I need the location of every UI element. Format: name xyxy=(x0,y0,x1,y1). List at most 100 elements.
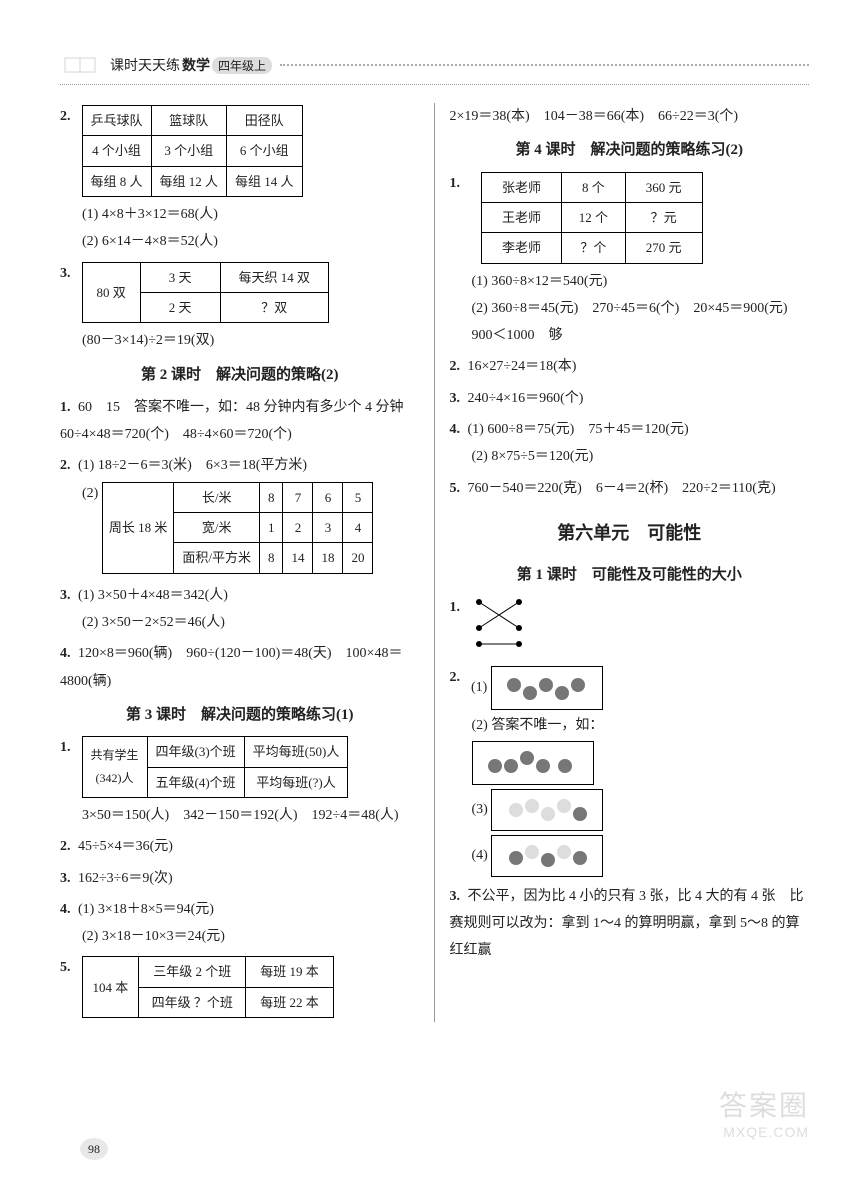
s2q2: 2.(1) 18÷2－6＝3(米) 6×3＝18(平方米) (2) 周长 18 … xyxy=(60,452,420,577)
cell: 田径队 xyxy=(227,106,303,136)
cell: 张老师 xyxy=(482,172,562,202)
u6q1: 1. xyxy=(450,594,810,659)
page-header: 课时天天练 数学 四年级上 xyxy=(60,50,809,85)
cell: 李老师 xyxy=(482,233,562,263)
s4q1-table: 张老师8 个360 元 王老师12 个？元 李老师？个270 元 xyxy=(481,172,703,264)
qnum: 2. xyxy=(450,353,468,380)
cell: 乒乓球队 xyxy=(82,106,151,136)
cell: 1 xyxy=(259,513,283,543)
s4q3-text: 240÷4×16＝960(个) xyxy=(468,391,584,406)
cell: 王老师 xyxy=(482,202,562,232)
unit6-title: 第六单元 可能性 xyxy=(450,516,810,551)
s3q1-table: 共有学生 (342)人四年级(3)个班平均每班(50)人 五年级(4)个班平均每… xyxy=(82,736,349,798)
cell: 14 xyxy=(283,543,313,573)
s2q1: 1.60 15 答案不唯一，如：48 分钟内有多少个 4 分钟 60÷4×48＝… xyxy=(60,394,420,449)
cell: 8 xyxy=(259,543,283,573)
cell: 6 个小组 xyxy=(227,136,303,166)
qnum: 5. xyxy=(60,954,78,981)
s4q5: 5.760－540＝220(克) 6－4＝2(杯) 220÷2＝110(克) xyxy=(450,475,810,502)
s3q5: 5. 104 本三年级 2 个班每班 19 本 四年级 ？个班每班 22 本 xyxy=(60,954,420,1022)
section3-title: 第 3 课时 解决问题的策略练习(1) xyxy=(60,701,420,730)
s3q4a: (1) 3×18＋8×5＝94(元) xyxy=(78,902,214,917)
cell: 面积/平方米 xyxy=(174,543,260,573)
qnum: 2. xyxy=(60,103,78,130)
s4q2-text: 16×27÷24＝18(本) xyxy=(468,359,577,374)
s2q4-text: 120×8＝960(辆) 960÷(120－100)＝48(天) 100×48＝… xyxy=(60,646,402,688)
u6q2-3-label: (3) xyxy=(472,802,488,817)
cell: 5 xyxy=(343,482,373,512)
s2q3-l2: (2) 3×50－2×52＝46(人) xyxy=(82,609,420,636)
cell: 3 天 xyxy=(140,262,220,292)
cell: 平均每班(?)人 xyxy=(244,767,348,797)
series-label: 课时天天练 xyxy=(110,55,180,75)
cell: 平均每班(50)人 xyxy=(244,737,348,767)
s2q3: 3.(1) 3×50＋4×48＝342(人) (2) 3×50－2×52＝46(… xyxy=(60,582,420,637)
qnum: 4. xyxy=(60,640,78,667)
cross-diagram xyxy=(471,594,531,649)
s3q3-text: 162÷3÷6＝9(次) xyxy=(78,871,173,886)
s2q1-text: 60 15 答案不唯一，如：48 分钟内有多少个 4 分钟 60÷4×48＝72… xyxy=(60,400,418,442)
cell: 6 xyxy=(313,482,343,512)
s2q2-table: 周长 18 米长/米8765 宽/米1234 面积/平方米8141820 xyxy=(102,482,374,574)
s4q3: 3.240÷4×16＝960(个) xyxy=(450,385,810,412)
qnum: 1. xyxy=(60,734,78,761)
cell: 篮球队 xyxy=(151,106,227,136)
s4q2: 2.16×27÷24＝18(本) xyxy=(450,353,810,380)
cell: 4 个小组 xyxy=(82,136,151,166)
qnum: 3. xyxy=(60,582,78,609)
cell: 18 xyxy=(313,543,343,573)
s2q2-l1: (1) 18÷2－6＝3(米) 6×3＝18(平方米) xyxy=(78,458,307,473)
q3: 3. 80 双3 天每天织 14 双 2 天？双 (80－3×14)÷2＝19(… xyxy=(60,260,420,355)
qnum: 4. xyxy=(450,416,468,443)
book-icon xyxy=(60,50,100,80)
q2: 2. 乒乓球队篮球队田径队 4 个小组3 个小组6 个小组 每组 8 人每组 1… xyxy=(60,103,420,256)
u6s1-title: 第 1 课时 可能性及可能性的大小 xyxy=(450,561,810,590)
s4q5-text: 760－540＝220(克) 6－4＝2(杯) 220÷2＝110(克) xyxy=(468,481,776,496)
header-dots xyxy=(280,64,809,66)
s3q4b: (2) 3×18－10×3＝24(元) xyxy=(82,923,420,950)
cell: 周长 18 米 xyxy=(102,482,174,573)
cell: 四年级 ？个班 xyxy=(139,987,246,1017)
watermark: 答案圈 MXQE.COM xyxy=(719,1084,809,1140)
s3q3: 3.162÷3÷6＝9(次) xyxy=(60,865,420,892)
grade-badge: 四年级上 xyxy=(212,57,272,74)
s3q4: 4.(1) 3×18＋8×5＝94(元) (2) 3×18－10×3＝24(元) xyxy=(60,896,420,951)
cell: 104 本 xyxy=(82,957,139,1018)
qnum: 1. xyxy=(450,594,468,621)
cell: 每组 8 人 xyxy=(82,166,151,196)
cell: 80 双 xyxy=(82,262,140,323)
u6q2-2-label: (2) 答案不唯一，如： xyxy=(472,712,810,739)
s4q4: 4.(1) 600÷8＝75(元) 75＋45＝120(元) (2) 8×75÷… xyxy=(450,416,810,471)
qnum: 2. xyxy=(60,833,78,860)
cell: 每班 19 本 xyxy=(246,957,334,987)
qnum: 1. xyxy=(450,170,468,197)
cell: 8 xyxy=(259,482,283,512)
qnum: 3. xyxy=(60,865,78,892)
cell: 每班 22 本 xyxy=(246,987,334,1017)
u6q2: 2. (1) (2) 答案不唯一，如： (3) (4) xyxy=(450,664,810,879)
subject-label: 数学 xyxy=(182,55,210,75)
qnum: 2. xyxy=(450,664,468,691)
u6q3: 3.不公平，因为比 4 小的只有 3 张，比 4 大的有 4 张 比赛规则可以改… xyxy=(450,883,810,965)
ball-box-4 xyxy=(491,835,603,877)
q3-table: 80 双3 天每天织 14 双 2 天？双 xyxy=(82,262,330,324)
page-number: 98 xyxy=(80,1138,108,1160)
cell: ？个 xyxy=(562,233,626,263)
q2-table: 乒乓球队篮球队田径队 4 个小组3 个小组6 个小组 每组 8 人每组 12 人… xyxy=(82,105,303,197)
right-top: 2×19＝38(本) 104－38＝66(本) 66÷22＝3(个) xyxy=(450,103,810,130)
cell: 7 xyxy=(283,482,313,512)
watermark-text: 答案圈 xyxy=(719,1090,809,1121)
ball-box-2 xyxy=(472,741,594,785)
qnum: 5. xyxy=(450,475,468,502)
section2-title: 第 2 课时 解决问题的策略(2) xyxy=(60,361,420,390)
s4q4a: (1) 600÷8＝75(元) 75＋45＝120(元) xyxy=(468,422,689,437)
s4q1-l2: (2) 360÷8＝45(元) 270÷45＝6(个) 20×45＝900(元)… xyxy=(472,295,810,350)
cell: 2 xyxy=(283,513,313,543)
right-top-text: 2×19＝38(本) 104－38＝66(本) 66÷22＝3(个) xyxy=(450,109,739,124)
q2-line1: (1) 4×8＋3×12＝68(人) xyxy=(82,201,420,228)
s3q2-text: 45÷5×4＝36(元) xyxy=(78,839,173,854)
s4q1: 1. 张老师8 个360 元 王老师12 个？元 李老师？个270 元 (1) … xyxy=(450,170,810,350)
cell: 12 个 xyxy=(562,202,626,232)
u6q2-1-label: (1) xyxy=(471,680,487,695)
qnum: 3. xyxy=(450,385,468,412)
